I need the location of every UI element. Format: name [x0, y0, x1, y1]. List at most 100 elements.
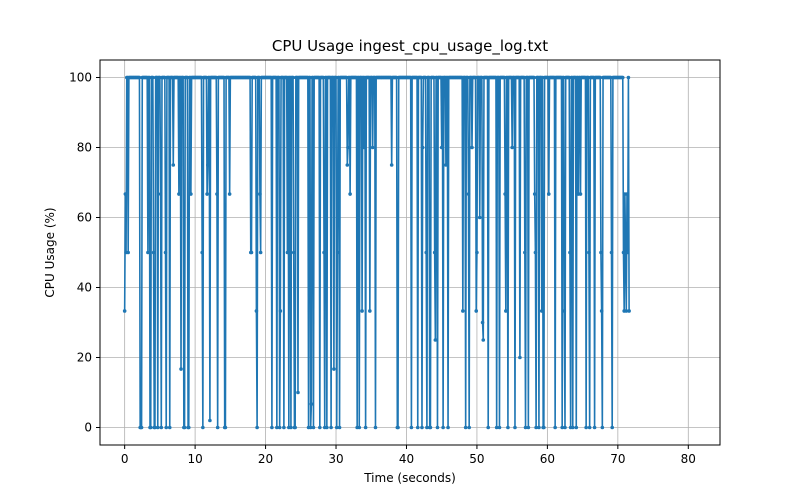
data-point [153, 425, 157, 430]
data-point [474, 309, 479, 313]
data-point [587, 425, 592, 430]
data-point [258, 250, 263, 255]
data-point [373, 425, 378, 430]
data-point [574, 425, 579, 430]
data-point [542, 425, 546, 430]
data-point [158, 192, 163, 196]
data-point [600, 425, 605, 430]
y-tick-label: 0 [84, 421, 92, 435]
data-point [164, 425, 169, 430]
data-point [425, 425, 429, 430]
data-point [503, 192, 507, 196]
data-point [148, 425, 153, 430]
y-tick-label: 40 [77, 281, 92, 295]
data-point [215, 425, 220, 430]
data-point [275, 425, 279, 430]
data-point [186, 425, 191, 430]
data-point [433, 338, 438, 342]
data-point [123, 192, 128, 196]
data-point [122, 309, 127, 313]
y-tick-label: 80 [77, 141, 92, 155]
data-point [523, 425, 528, 430]
data-point [362, 145, 367, 150]
data-point [345, 163, 350, 167]
data-point [446, 425, 450, 430]
data-point [441, 425, 445, 430]
data-point [318, 425, 322, 430]
data-point [163, 250, 168, 255]
data-point [444, 163, 448, 167]
data-point [255, 425, 259, 430]
data-point [285, 250, 290, 255]
data-point [189, 192, 193, 196]
data-point [337, 425, 342, 430]
data-point [227, 192, 232, 196]
data-point [486, 425, 491, 430]
data-point [526, 425, 531, 430]
data-point [151, 75, 155, 80]
data-point [497, 425, 502, 430]
data-point [620, 75, 625, 80]
data-point [533, 250, 538, 255]
data-point [205, 192, 209, 196]
data-point [461, 309, 465, 313]
data-point [389, 163, 394, 167]
data-point [570, 425, 575, 430]
data-point [563, 425, 567, 430]
data-point [481, 338, 486, 342]
data-point [523, 250, 527, 255]
data-point [159, 425, 164, 430]
data-point [146, 250, 150, 255]
data-point [258, 192, 262, 196]
data-point [480, 320, 485, 325]
data-point [627, 309, 631, 313]
data-point [532, 192, 537, 196]
data-point [311, 425, 316, 430]
data-point [289, 425, 293, 430]
y-axis-label: CPU Usage (%) [43, 207, 57, 297]
data-point [598, 75, 603, 80]
y-tick-label: 20 [77, 351, 92, 365]
data-point [139, 425, 144, 430]
data-point [432, 250, 437, 255]
data-point [467, 425, 471, 430]
data-point [420, 145, 425, 150]
data-point [470, 145, 474, 150]
data-point [532, 75, 536, 80]
data-point [346, 145, 350, 150]
data-point [325, 425, 329, 430]
data-point [360, 309, 364, 313]
data-point [494, 425, 499, 430]
data-point [155, 425, 160, 430]
data-point [625, 250, 630, 255]
data-point [370, 145, 375, 150]
data-point [506, 425, 510, 430]
data-point [368, 309, 372, 313]
data-point [291, 250, 296, 255]
data-point [137, 75, 142, 80]
data-point [466, 192, 471, 196]
x-tick-label: 50 [469, 452, 484, 466]
data-point [420, 425, 424, 430]
data-point [510, 145, 514, 150]
data-point [513, 425, 517, 430]
data-point [182, 425, 187, 430]
x-tick-label: 20 [258, 452, 273, 466]
y-tick-label: 60 [77, 211, 92, 225]
x-tick-label: 30 [328, 452, 343, 466]
data-point [537, 425, 541, 430]
x-tick-label: 40 [399, 452, 414, 466]
y-tick-label: 100 [69, 71, 92, 85]
data-point [208, 418, 212, 423]
data-point [277, 425, 282, 430]
x-axis-label: Time (seconds) [363, 471, 456, 485]
data-point [322, 250, 326, 255]
data-point [282, 425, 286, 430]
data-point [357, 425, 362, 430]
data-point [223, 425, 228, 430]
data-point [249, 250, 254, 255]
data-point [296, 390, 300, 395]
data-point [254, 309, 259, 313]
